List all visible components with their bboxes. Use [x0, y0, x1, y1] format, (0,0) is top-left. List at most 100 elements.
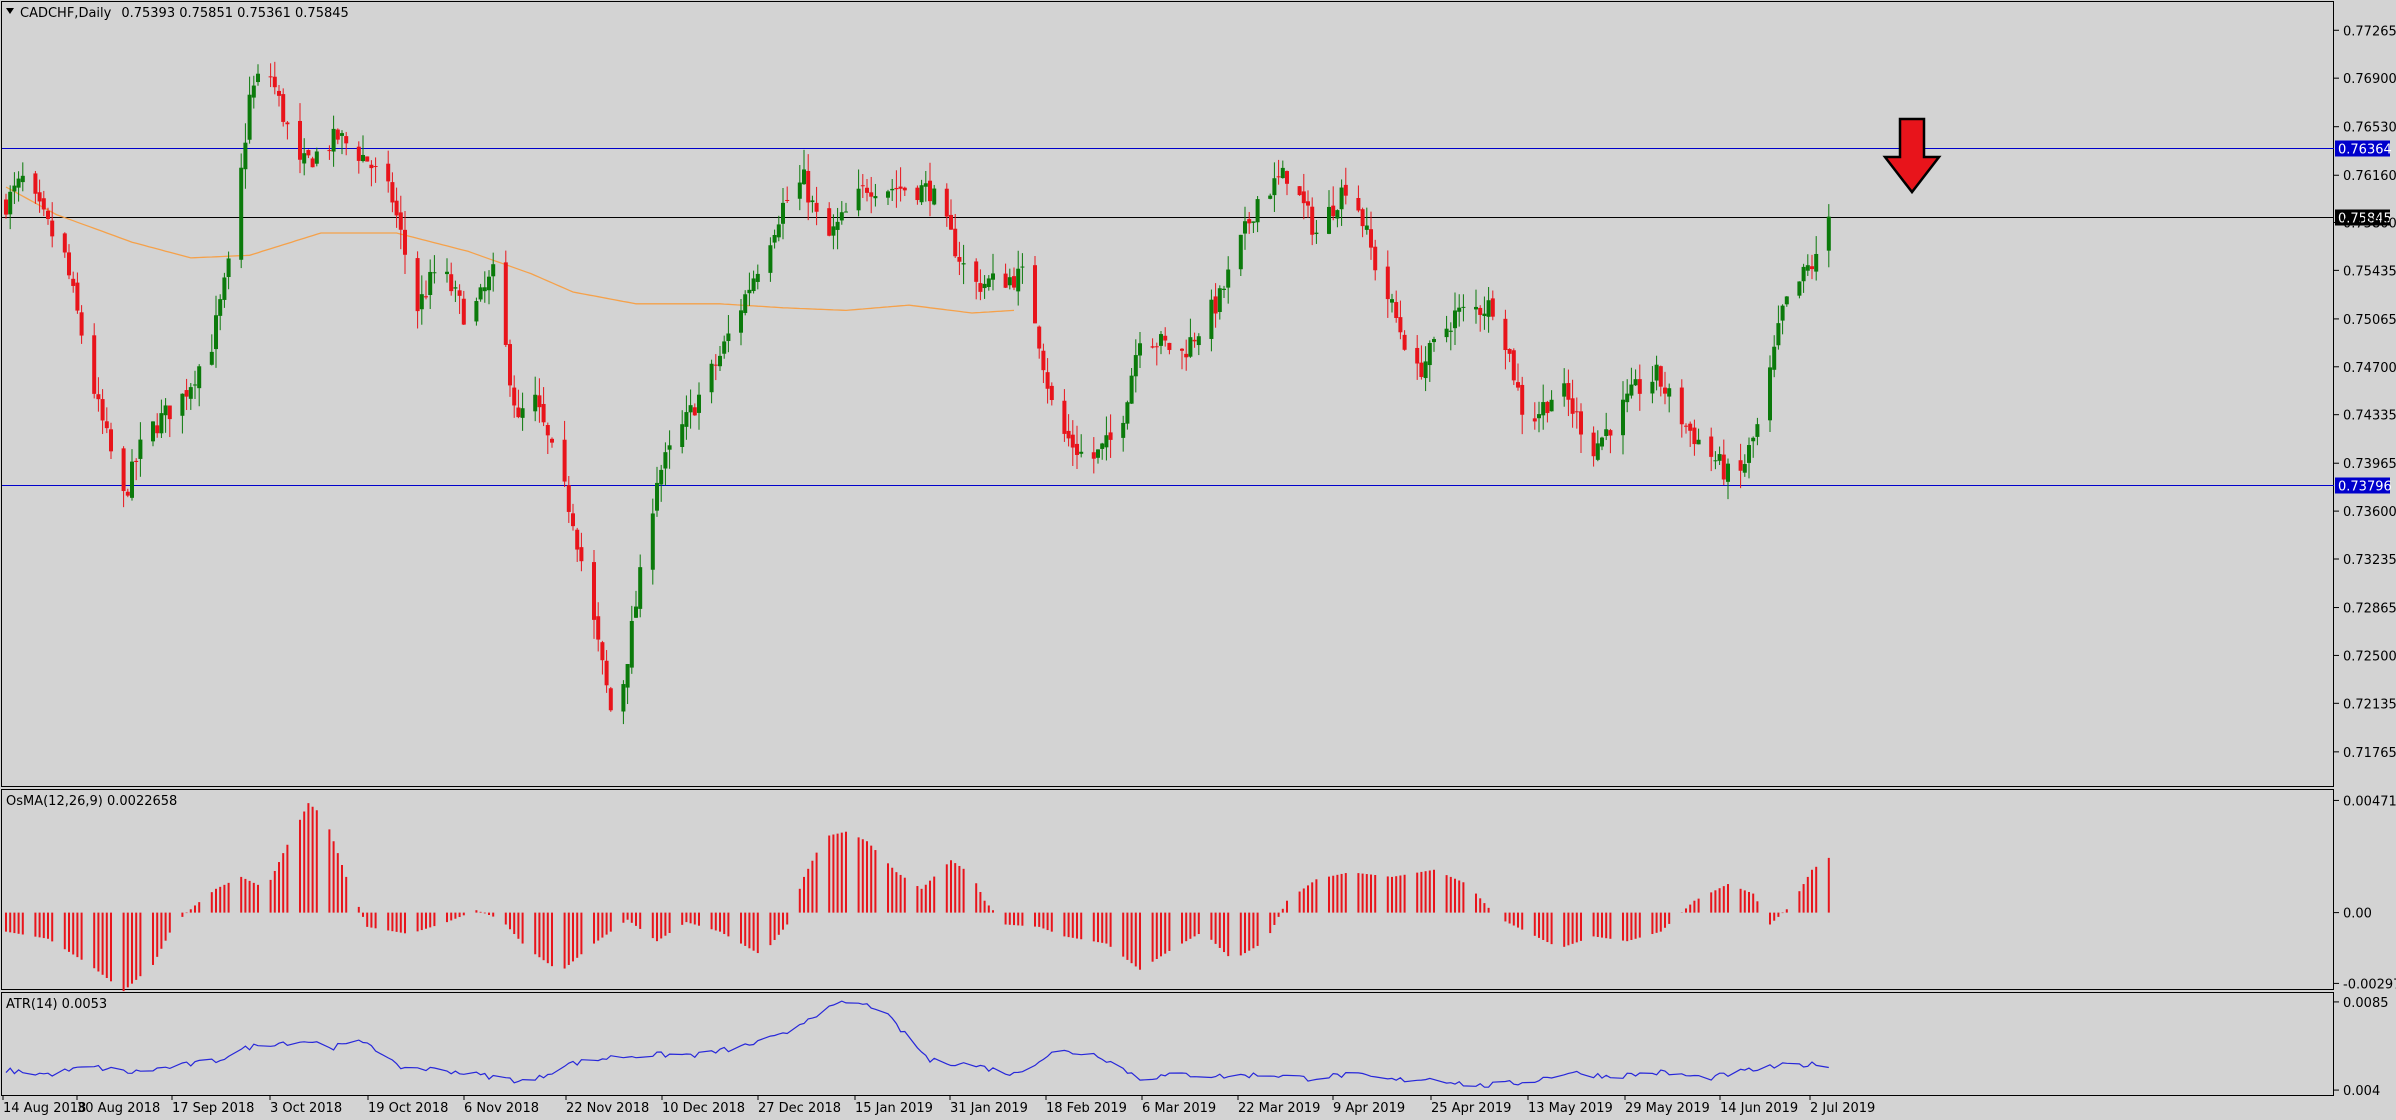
candle-body-31 — [134, 460, 139, 463]
candle-body-87 — [369, 164, 374, 169]
candle-body-282 — [1188, 337, 1193, 357]
candle-body-53 — [226, 258, 231, 278]
candle-361 — [1520, 376, 1525, 435]
candle-body-30 — [130, 461, 134, 498]
candle-259 — [1091, 437, 1096, 474]
candle-358 — [1507, 348, 1512, 363]
candle-100 — [424, 280, 428, 300]
candle-25 — [109, 422, 113, 460]
candle-body-312 — [1314, 232, 1319, 235]
candle-body-262 — [1104, 435, 1109, 448]
candle-130 — [550, 437, 554, 448]
candle-9 — [41, 190, 46, 217]
candle-body-287 — [1209, 299, 1214, 339]
time-label-4: 19 Oct 2018 — [368, 1101, 448, 1116]
candle-99 — [419, 275, 424, 325]
candle-body-353 — [1486, 300, 1491, 317]
price-tick-label-14: 0.72135 — [2343, 697, 2396, 712]
time-label-17: 29 May 2019 — [1625, 1101, 1710, 1116]
candle-body-354 — [1490, 298, 1495, 317]
candle-body-319 — [1343, 184, 1348, 196]
candle-337 — [1419, 345, 1424, 380]
candle-body-410 — [1726, 463, 1730, 482]
candle-body-304 — [1280, 167, 1285, 179]
candle-2 — [12, 172, 17, 204]
candle-119 — [503, 250, 508, 347]
candle-17 — [75, 272, 80, 314]
candle-331 — [1394, 290, 1399, 323]
atr-y-axis: 0.0085 0.004 — [2334, 996, 2389, 1099]
candle-294 — [1238, 234, 1243, 276]
candle-body-255 — [1075, 443, 1079, 455]
candle-body-289 — [1217, 288, 1222, 312]
candle-body-59 — [251, 85, 256, 98]
candle-32 — [138, 422, 143, 477]
candle-393 — [1654, 355, 1659, 391]
hline-value-0: 0.76364 — [2338, 143, 2392, 158]
candle-body-295 — [1243, 221, 1247, 234]
candle-body-210 — [886, 191, 890, 198]
candle-158 — [667, 430, 672, 469]
candle-77 — [327, 145, 332, 160]
candle-body-95 — [403, 229, 407, 255]
candle-164 — [692, 403, 697, 416]
candle-body-218 — [919, 185, 924, 203]
candle-336 — [1415, 335, 1420, 380]
candle-56 — [239, 153, 244, 269]
candle-42 — [180, 393, 185, 434]
candle-body-36 — [155, 425, 160, 434]
candle-body-266 — [1121, 422, 1126, 438]
candle-body-60 — [256, 73, 260, 83]
price-y-axis: 0.77265 0.76900 0.76530 0.76160 0.75800 0.754… — [2334, 24, 2396, 761]
collapse-triangle-icon[interactable] — [6, 8, 14, 14]
candle-body-84 — [356, 146, 361, 161]
candle-232 — [978, 269, 983, 301]
candle-87 — [369, 160, 374, 187]
candle-body-267 — [1125, 402, 1130, 424]
candle-body-44 — [188, 387, 193, 399]
candle-105 — [445, 258, 449, 283]
candle-body-11 — [50, 220, 55, 237]
time-label-18: 14 Jun 2019 — [1720, 1101, 1798, 1116]
candle-body-122 — [516, 407, 521, 418]
candle-body-35 — [151, 421, 155, 442]
candle-134 — [566, 476, 571, 523]
candle-280 — [1180, 348, 1184, 370]
candle-body-427 — [1797, 281, 1802, 296]
candle-body-2 — [12, 185, 17, 192]
price-tick-label-9: 0.73965 — [2343, 457, 2396, 472]
candle-body-339 — [1427, 343, 1432, 366]
candle-402 — [1692, 419, 1697, 456]
candle-221 — [932, 184, 937, 206]
price-tick-label-15: 0.71765 — [2343, 746, 2396, 761]
candle-body-157 — [663, 452, 668, 469]
candle-body-357 — [1503, 318, 1508, 351]
candle-body-395 — [1663, 387, 1667, 394]
candle-421 — [1772, 335, 1777, 378]
candle-371 — [1562, 368, 1567, 407]
candle-275 — [1159, 330, 1163, 355]
candle-378 — [1591, 426, 1596, 467]
candle-body-323 — [1360, 209, 1365, 227]
candle-body-366 — [1541, 402, 1546, 416]
price-tick-label-7: 0.74700 — [2343, 361, 2396, 376]
candle-246 — [1037, 325, 1042, 359]
candle-body-80 — [340, 133, 344, 136]
candle-body-120 — [508, 344, 512, 386]
candle-415 — [1747, 437, 1751, 479]
candle-21 — [92, 323, 97, 399]
candle-body-302 — [1272, 178, 1277, 196]
candle-body-71 — [302, 153, 307, 164]
candle-44 — [188, 383, 193, 410]
candle-319 — [1343, 167, 1348, 205]
candle-128 — [541, 387, 546, 427]
candle-379 — [1595, 430, 1600, 462]
candle-body-394 — [1658, 366, 1663, 387]
candle-body-28 — [121, 448, 126, 492]
candle-98 — [415, 251, 420, 329]
candle-body-14 — [62, 233, 67, 253]
candle-365 — [1537, 401, 1541, 433]
candle-body-39 — [167, 405, 172, 420]
candle-417 — [1755, 417, 1760, 446]
candle-body-42 — [180, 393, 185, 416]
